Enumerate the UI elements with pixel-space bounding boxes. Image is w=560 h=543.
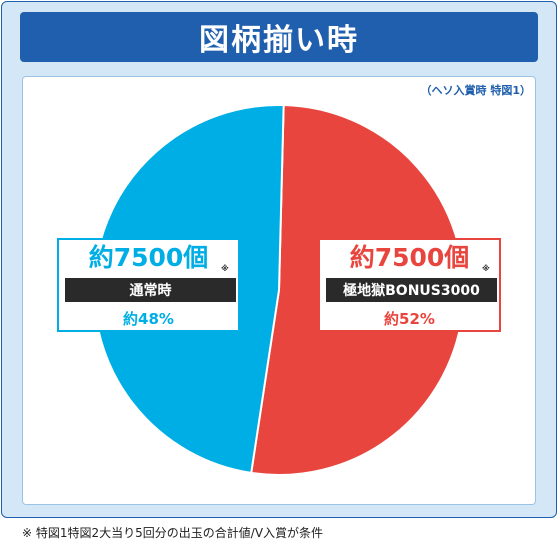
percent-label-normal: 約48%: [123, 310, 174, 328]
amount-label-normal: 約7500個: [88, 243, 209, 272]
note-mark-bonus: ※: [482, 264, 490, 273]
slice-name-bonus: 極地獄BONUS3000: [326, 278, 497, 302]
percent-label-bonus: 約52%: [384, 310, 435, 328]
slice-name-normal: 通常時: [65, 278, 236, 302]
note-top: （ヘソ入賞時 特図1）: [420, 84, 531, 97]
slice-label-bonus: 約7500個 ※ 極地獄BONUS3000 約52%: [318, 238, 501, 332]
amount-label-bonus: 約7500個: [349, 243, 470, 272]
chart-title: 図柄揃い時: [20, 12, 538, 62]
footnote: ※ 特図1特図2大当り5回分の出玉の合計値/V入賞が条件: [22, 526, 324, 540]
slice-label-normal: 約7500個 ※ 通常時 約48%: [57, 238, 240, 332]
note-mark-normal: ※: [221, 264, 229, 273]
